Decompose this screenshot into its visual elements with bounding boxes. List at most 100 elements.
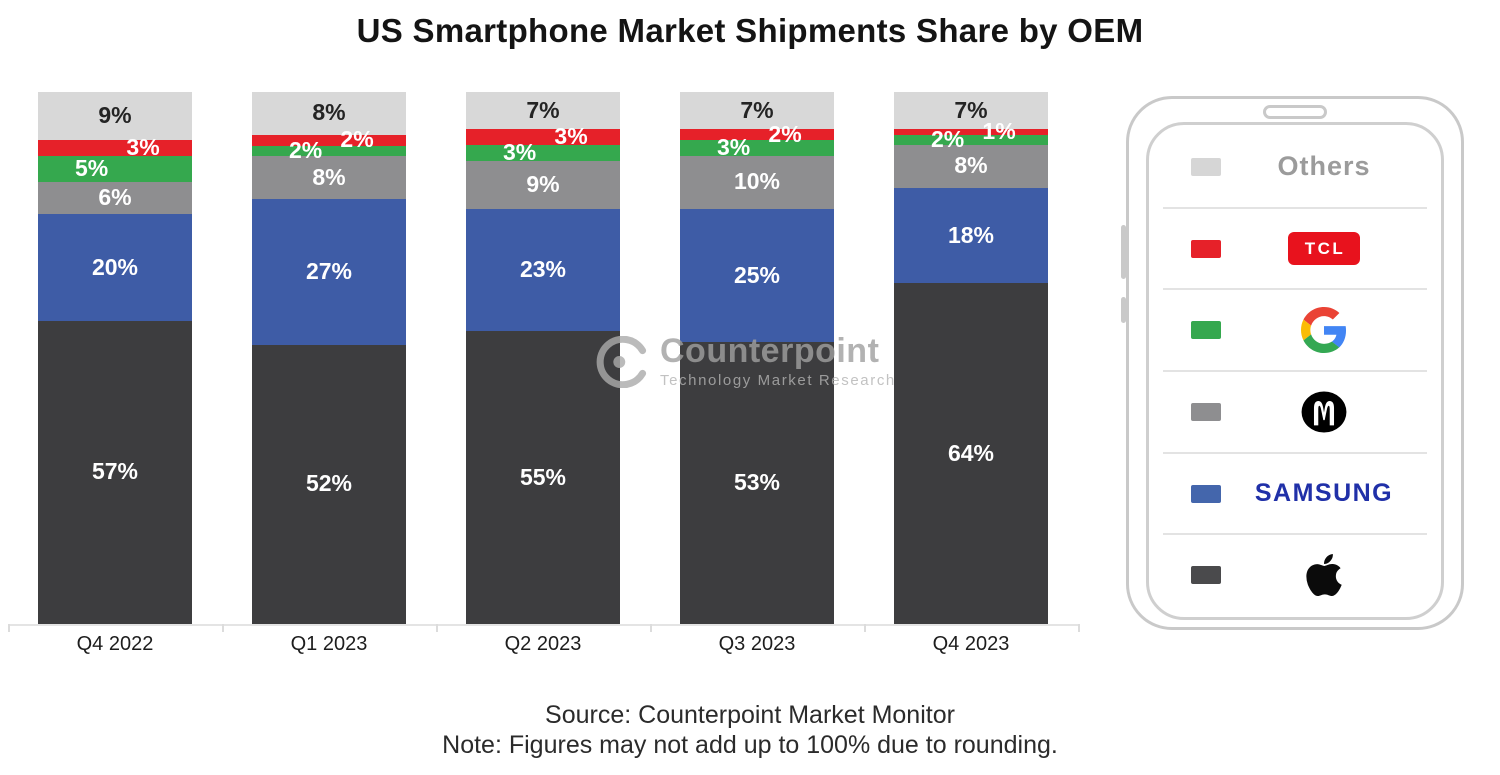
stacked-bar-q2-2023: 7% 3% 3% 9% 23% 55% — [466, 92, 620, 624]
segment-label-motorola: 10% — [733, 168, 781, 195]
segment-label-samsung: 20% — [91, 253, 139, 280]
segment-label-others: 9% — [98, 101, 132, 128]
stacked-bar-q4-2022: 9% 3% 5% 6% 20% 57% — [38, 92, 192, 624]
x-axis-label: Q3 2023 — [718, 633, 796, 655]
tcl-logo: TCL — [1288, 232, 1360, 265]
apple-logo-icon — [1306, 554, 1342, 597]
samsung-wordmark: SAMSUNG — [1254, 479, 1394, 508]
segment-label-others: 8% — [312, 99, 346, 126]
segment-apple: 57% — [38, 320, 192, 624]
segment-apple: 53% — [680, 342, 834, 624]
segment-label-google: 3% — [502, 139, 537, 166]
segment-motorola: 6% — [38, 182, 192, 215]
legend-row-tcl: TCL — [1163, 209, 1427, 291]
legend-row-others: Others — [1163, 127, 1427, 209]
segment-label-google: 5% — [74, 155, 109, 182]
legend-swatch-others — [1191, 157, 1221, 176]
segment-samsung: 18% — [894, 187, 1048, 284]
segment-label-samsung: 23% — [519, 256, 567, 283]
chart-title: US Smartphone Market Shipments Share by … — [356, 12, 1144, 49]
axis-tick — [436, 624, 438, 632]
axis-tick — [1078, 624, 1080, 632]
segment-label-samsung: 25% — [733, 261, 781, 288]
legend-swatch-samsung — [1191, 484, 1221, 503]
x-axis-label: Q1 2023 — [290, 633, 368, 655]
segment-label-apple: 55% — [519, 463, 567, 490]
segment-label-google: 2% — [930, 125, 965, 152]
segment-label-others: 7% — [740, 96, 774, 123]
segment-motorola: 8% — [894, 145, 1048, 188]
phone-speaker-icon — [1263, 105, 1327, 119]
segment-motorola: 8% — [252, 156, 406, 200]
x-axis-label: Q2 2023 — [504, 633, 582, 655]
segment-others: 7% — [466, 92, 620, 130]
segment-label-google: 2% — [288, 137, 323, 164]
segment-label-others: 7% — [954, 96, 988, 123]
phone-side-button — [1121, 225, 1126, 279]
stacked-bar-q4-2023: 7% 1% 2% 8% 18% 64% — [894, 92, 1048, 624]
stacked-bar-q3-2023: 7% 2% 3% 10% 25% 53% — [680, 92, 834, 624]
segment-others: 7% — [680, 92, 834, 130]
legend-swatch-motorola — [1191, 402, 1221, 421]
segment-label-motorola: 8% — [954, 152, 988, 179]
axis-tick — [8, 624, 10, 632]
x-axis-label: Q4 2022 — [76, 633, 154, 655]
legend-logo-cell-motorola — [1221, 391, 1427, 433]
segment-others: 7% — [894, 92, 1048, 130]
segment-tcl: 3% — [466, 125, 620, 148]
segment-others: 9% — [38, 92, 192, 140]
legend-row-google — [1163, 290, 1427, 373]
legend-logo-cell-google — [1221, 307, 1427, 354]
note-text: Note: Figures may not add up to 100% due… — [442, 731, 1058, 759]
motorola-logo-icon — [1301, 391, 1347, 433]
legend-logo-cell-others: Others — [1221, 151, 1427, 182]
segment-label-others: 7% — [526, 96, 560, 123]
legend-swatch-tcl — [1191, 239, 1221, 258]
x-axis-label: Q4 2023 — [932, 633, 1010, 655]
legend-logo-cell-samsung: SAMSUNG — [1221, 479, 1427, 508]
segment-tcl: 2% — [252, 128, 406, 151]
phone-side-button — [1121, 297, 1126, 323]
segment-label-apple: 57% — [91, 458, 139, 485]
segment-label-apple: 52% — [305, 470, 353, 497]
segment-samsung: 25% — [680, 209, 834, 342]
segment-tcl: 1% — [894, 119, 1048, 142]
segment-label-tcl: 2% — [340, 126, 374, 153]
stacked-bar-q1-2023: 8% 2% 2% 8% 27% 52% — [252, 92, 406, 624]
segment-label-motorola: 8% — [312, 163, 346, 190]
segment-apple: 55% — [466, 331, 620, 624]
segment-tcl: 2% — [680, 122, 834, 145]
axis-tick — [650, 624, 652, 632]
axis-tick — [222, 624, 224, 632]
segment-label-google: 3% — [716, 133, 751, 160]
segment-tcl: 3% — [38, 135, 192, 158]
segment-label-tcl: 1% — [982, 117, 1016, 144]
legend-row-motorola — [1163, 372, 1427, 454]
legend-swatch-google — [1191, 321, 1221, 340]
legend-row-apple — [1163, 535, 1427, 615]
legend-swatch-apple — [1191, 566, 1221, 585]
segment-apple: 64% — [894, 283, 1048, 624]
segment-others: 8% — [252, 92, 406, 135]
segment-apple: 52% — [252, 344, 406, 624]
google-logo-icon — [1301, 307, 1347, 354]
segment-samsung: 27% — [252, 199, 406, 345]
segment-google: 5% — [38, 155, 192, 183]
axis-tick — [864, 624, 866, 632]
segment-motorola: 10% — [680, 155, 834, 209]
segment-label-apple: 64% — [947, 439, 995, 466]
segment-label-apple: 53% — [733, 469, 781, 496]
segment-label-motorola: 9% — [526, 171, 560, 198]
source-text: Source: Counterpoint Market Monitor — [545, 701, 955, 729]
segment-samsung: 23% — [466, 209, 620, 332]
segment-google: 2% — [894, 127, 1048, 150]
legend-logo-cell-tcl: TCL — [1221, 232, 1427, 265]
legend: Others TCL SAMSUNG — [1146, 122, 1444, 620]
segment-label-samsung: 27% — [305, 258, 353, 285]
legend-row-samsung: SAMSUNG — [1163, 454, 1427, 536]
legend-logo-cell-apple — [1221, 551, 1427, 599]
segment-google: 2% — [252, 139, 406, 162]
segment-samsung: 20% — [38, 214, 192, 321]
segment-label-motorola: 6% — [98, 184, 132, 211]
